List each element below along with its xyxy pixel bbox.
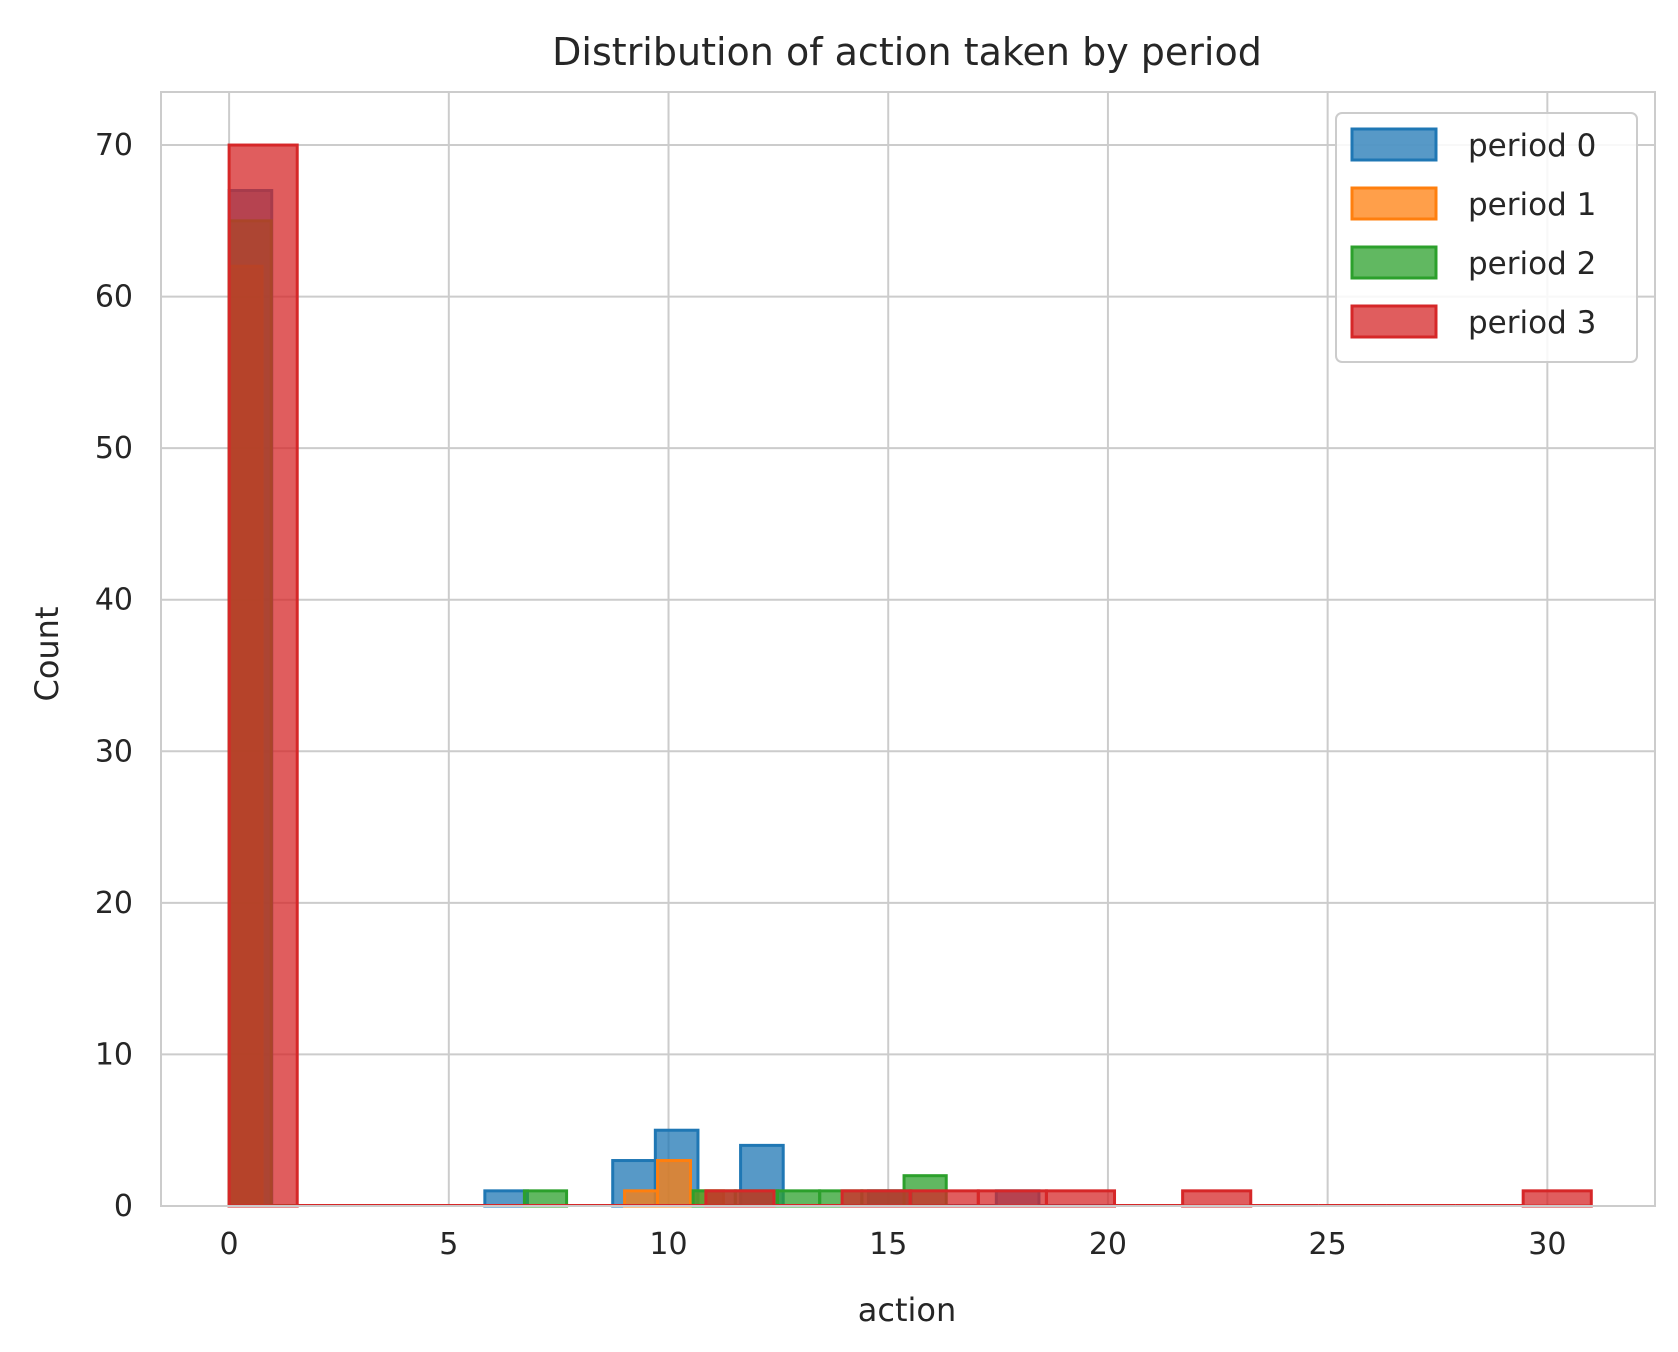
y-tick-label: 60: [95, 280, 133, 315]
histogram-bar: [227, 143, 299, 1208]
chart-title: Distribution of action taken by period: [552, 30, 1262, 74]
x-tick-label: 20: [1089, 1227, 1127, 1262]
legend-label: period 2: [1468, 246, 1596, 282]
y-tick-label: 20: [95, 886, 133, 921]
bars-layer: [227, 143, 1593, 1208]
legend-label: period 0: [1468, 128, 1596, 164]
x-axis-label: action: [858, 1291, 957, 1329]
y-tick-label: 0: [114, 1189, 133, 1224]
plot-frame: [160, 91, 1656, 1207]
histogram-bar: [704, 1189, 776, 1208]
series-3: [227, 143, 1593, 1208]
histogram-bar: [623, 1189, 660, 1208]
y-tick-label: 30: [95, 734, 133, 769]
y-tick-label: 50: [95, 431, 133, 466]
x-tick-label: 5: [439, 1227, 458, 1262]
histogram-bar: [483, 1189, 529, 1208]
x-tick-label: 30: [1528, 1227, 1566, 1262]
histogram-bar: [840, 1189, 912, 1208]
histogram-bar: [1181, 1189, 1253, 1208]
histogram-bar: [1044, 1189, 1117, 1208]
histogram-bar: [976, 1189, 1048, 1208]
legend-swatch: [1350, 304, 1438, 339]
legend-swatch: [1350, 245, 1438, 280]
histogram-bar: [908, 1189, 980, 1208]
x-tick-label: 25: [1309, 1227, 1347, 1262]
legend-box: [1335, 112, 1638, 363]
histogram-bar: [656, 1159, 692, 1208]
y-tick-label: 10: [95, 1037, 133, 1072]
legend-label: period 3: [1468, 305, 1596, 341]
y-axis-label: Count: [28, 606, 66, 701]
legend-swatch: [1350, 186, 1438, 221]
x-tick-label: 0: [220, 1227, 239, 1262]
y-tick-labels: 0 10 20 30 40 50 60 70: [95, 128, 133, 1224]
legend: period 0 period 1 period 2 period 3: [1335, 112, 1638, 363]
legend-label: period 1: [1468, 187, 1596, 223]
x-tick-label: 15: [869, 1227, 907, 1262]
y-tick-label: 70: [95, 128, 133, 163]
legend-swatch: [1350, 127, 1438, 162]
x-tick-labels: 0 5 10 15 20 25 30: [220, 1227, 1567, 1262]
y-tick-label: 40: [95, 583, 133, 618]
histogram-bar: [775, 1189, 822, 1208]
x-tick-label: 10: [649, 1227, 687, 1262]
histogram-bar: [1521, 1189, 1593, 1208]
histogram-bar: [522, 1189, 569, 1208]
